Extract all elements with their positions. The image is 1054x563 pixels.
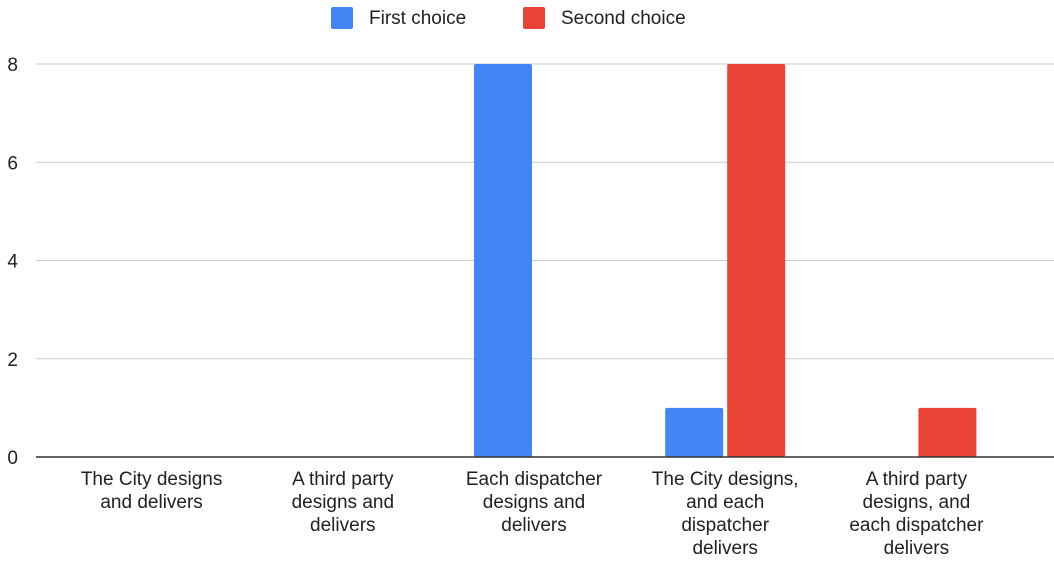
x-tick-label-line: A third party — [866, 469, 968, 490]
bar — [918, 407, 977, 457]
y-tick-label: 0 — [7, 448, 18, 469]
bar — [474, 64, 532, 457]
y-tick-label: 2 — [7, 350, 18, 371]
x-tick-label-line: delivers — [310, 515, 375, 536]
x-tick-label-line: A third party — [292, 469, 394, 490]
x-tick-label-line: The City designs, — [652, 469, 799, 490]
legend-label: First choice — [369, 8, 466, 29]
y-tick-label: 8 — [7, 55, 18, 76]
x-tick-label-line: designs and — [292, 492, 394, 513]
bar — [727, 64, 786, 457]
gridlines — [36, 63, 1054, 360]
y-tick-label: 6 — [7, 153, 18, 174]
x-tick-label-line: delivers — [692, 538, 757, 558]
x-tick-label-line: designs and — [483, 492, 585, 513]
legend-item: Second choice — [523, 7, 686, 29]
bars — [474, 64, 977, 457]
legend-swatch — [331, 7, 353, 29]
legend-item: First choice — [331, 7, 466, 29]
legend: First choice Second choice — [331, 7, 686, 29]
y-axis-ticks: 0 2 4 6 8 — [7, 55, 18, 469]
x-tick-label-line: dispatcher — [681, 515, 769, 536]
x-tick-label-line: delivers — [884, 538, 949, 558]
legend-swatch — [523, 7, 545, 29]
x-tick-label-line: designs, and — [863, 492, 971, 513]
bar — [665, 407, 724, 457]
x-tick-label-line: Each dispatcher — [466, 469, 603, 490]
x-tick-label-line: each dispatcher — [849, 515, 984, 536]
x-tick-label-line: and delivers — [100, 492, 202, 513]
x-tick-label-line: The City designs — [81, 469, 223, 490]
y-tick-label: 4 — [7, 252, 18, 273]
x-tick-label-line: and each — [686, 492, 764, 513]
x-tick-label: The City designs,and eachdispatcherdeliv… — [652, 469, 799, 559]
legend-label: Second choice — [561, 8, 686, 29]
x-tick-label-line: delivers — [501, 515, 566, 536]
